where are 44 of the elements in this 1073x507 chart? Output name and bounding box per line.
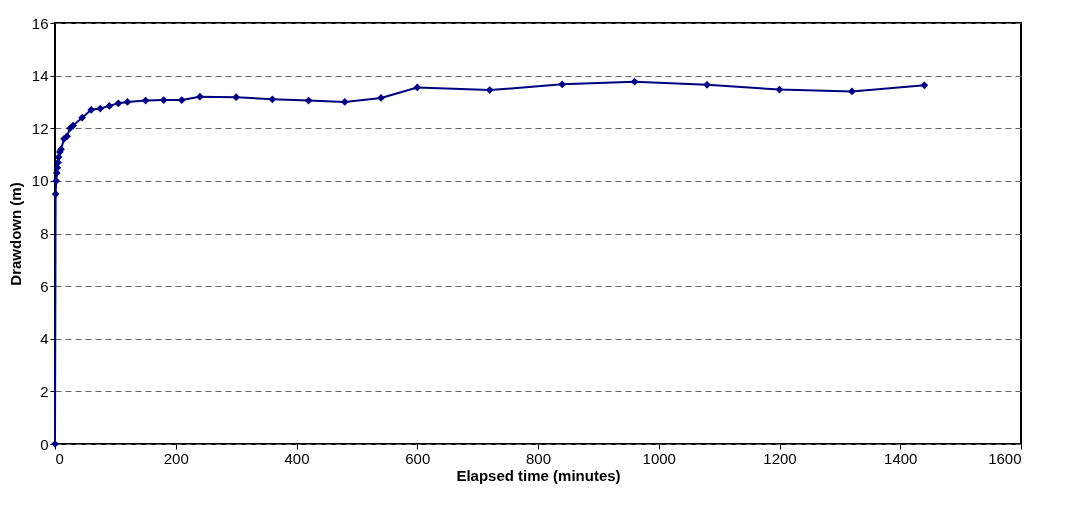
point xyxy=(78,113,87,122)
x-axis-title: Elapsed time (minutes) xyxy=(456,466,621,484)
point xyxy=(232,93,240,102)
point xyxy=(52,177,61,185)
point xyxy=(848,87,856,96)
y-tick-label: 4 xyxy=(40,330,49,348)
point xyxy=(159,96,168,104)
point xyxy=(96,104,105,113)
point xyxy=(340,98,349,106)
point xyxy=(141,96,150,105)
point xyxy=(52,169,61,177)
point xyxy=(703,80,711,89)
point xyxy=(87,105,96,114)
x-tick-label: 600 xyxy=(405,449,431,467)
y-tick-label: 12 xyxy=(31,119,49,137)
x-tick-label: 1600 xyxy=(988,449,1022,467)
y-axis-title: Drawdown (m) xyxy=(6,182,24,286)
y-tick-label: 14 xyxy=(31,67,49,85)
point xyxy=(54,158,62,167)
y-tick-label: 16 xyxy=(31,14,49,32)
point xyxy=(485,86,494,94)
point xyxy=(196,92,204,101)
point xyxy=(114,99,123,108)
point xyxy=(105,102,114,110)
x-tick-label: 0 xyxy=(55,449,64,467)
point xyxy=(51,190,60,198)
y-tick-label: 0 xyxy=(40,435,49,453)
point xyxy=(123,98,132,106)
x-tick-label: 1000 xyxy=(642,449,676,467)
x-tick-label: 400 xyxy=(284,449,310,467)
y-tick-label: 10 xyxy=(31,172,49,190)
point xyxy=(920,81,929,90)
x-tick-label: 1400 xyxy=(884,449,918,467)
y-tick-label: 8 xyxy=(40,225,49,242)
x-tick-label: 1200 xyxy=(763,449,797,467)
y-tick-label: 6 xyxy=(40,277,49,295)
x-tick-label: 800 xyxy=(525,449,552,467)
point xyxy=(304,96,313,105)
point xyxy=(558,80,567,89)
point xyxy=(413,83,422,92)
y-tick-label: 2 xyxy=(40,382,49,400)
point xyxy=(630,77,639,86)
x-tick-label: 200 xyxy=(163,449,189,467)
point xyxy=(268,95,277,104)
